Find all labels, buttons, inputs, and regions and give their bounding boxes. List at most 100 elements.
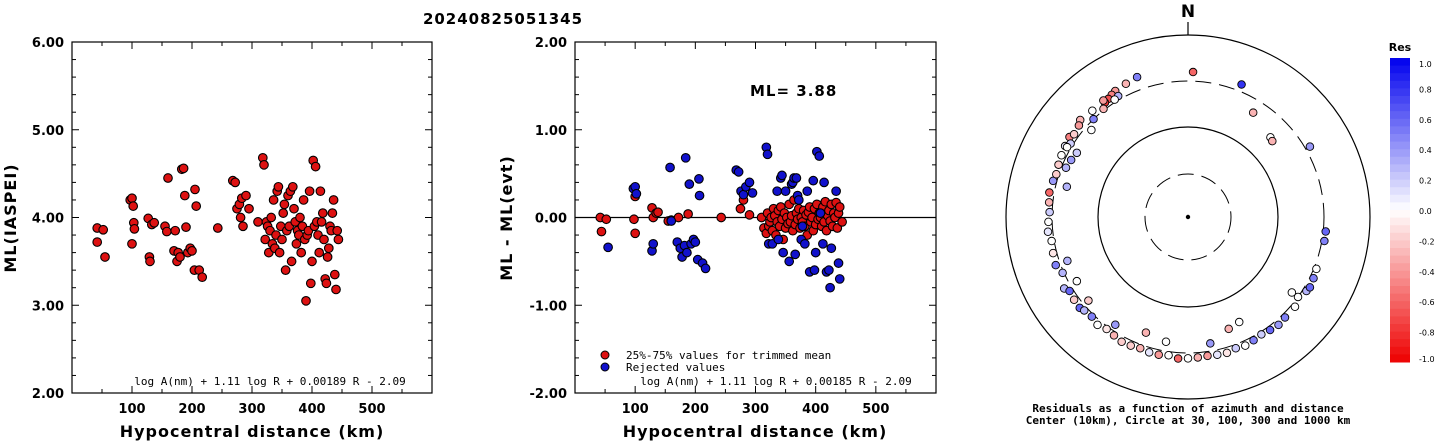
station-residual-point [1135,343,1145,353]
data-point [683,209,693,219]
colorbar-cell [1390,286,1410,295]
data-point [837,217,847,227]
station-residual-point [1045,207,1054,217]
data-point [799,238,810,249]
polar-center [1185,214,1191,220]
data-point [329,269,340,280]
station-residual-point [1048,176,1058,186]
station-residual-point [1044,198,1054,207]
station-residual-point [1117,337,1126,347]
colorbar-cell [1390,346,1410,355]
y-tick-label: 4.00 [32,212,64,227]
left-plot-frame [71,41,433,394]
station-residual-point [1061,163,1071,172]
station-residual-point [1320,236,1329,246]
data-point [793,195,804,205]
data-point [295,212,305,223]
colorbar-cell [1390,187,1410,196]
station-residual-point [1173,354,1183,363]
colorbar-cells [1390,58,1410,363]
colorbar-cell [1390,126,1410,135]
colorbar-tick-label: -1.0 [1419,355,1435,364]
data-point [253,217,263,227]
data-point [280,265,291,276]
circle-300km [1051,80,1325,354]
data-point [241,190,251,201]
data-point [331,284,341,295]
station-residual-point [1063,256,1072,266]
station-residual-point [1203,351,1212,361]
data-point [810,247,821,258]
y-tick-label: 3.00 [32,299,64,314]
data-point [694,174,704,184]
colorbar-tick-label: -0.8 [1419,329,1435,338]
data-point [834,274,845,284]
colorbar-cell [1390,65,1410,74]
data-point [310,161,321,172]
station-residual-point [1188,67,1198,77]
station-residual-point [1126,341,1135,350]
data-point [296,247,307,258]
station-residual-point [1293,292,1303,302]
data-point [266,212,277,223]
data-point [128,201,139,211]
station-residual-point [1099,96,1108,105]
data-point [797,221,808,232]
station-residual-point [1141,328,1151,337]
station-residual-point [1084,296,1093,305]
colorbar-cell [1390,240,1410,249]
data-point [791,173,802,183]
colorbar-cell [1390,316,1410,325]
colorbar-cell [1390,156,1410,165]
station-residual-point [1087,125,1096,135]
colorbar-cell [1390,255,1410,264]
data-point [747,188,758,198]
colorbar-cell [1390,210,1410,219]
middle-formula: log A(nm) + 1.11 log R + 0.00185 R - 2.0… [640,375,912,388]
data-point [170,225,181,236]
legend-label-trimmed: 25%-75% values for trimmed mean [626,349,831,362]
station-residual-point [1183,354,1193,363]
data-point [773,234,784,245]
station-residual-point [1237,80,1246,89]
colorbar-title: Res [1389,41,1412,54]
data-point [145,256,155,267]
data-point [244,203,254,214]
data-point [328,195,339,205]
colorbar-cell [1390,293,1410,302]
station-residual-point [1069,295,1079,304]
colorbar-cell [1390,331,1410,340]
station-residual-point [1206,339,1215,348]
station-residual-point [1231,343,1241,353]
data-point [631,188,642,199]
data-point [315,186,326,197]
x-tick-label: 200 [682,402,709,417]
data-point [777,170,787,181]
data-point [163,173,173,183]
colorbar-tick-label: 0.6 [1419,116,1432,125]
data-point [181,222,191,233]
data-point [629,214,639,225]
data-point [321,278,332,289]
data-point [648,238,659,249]
middle-xlabel: Hypocentral distance (km) [623,422,888,441]
data-point [814,151,825,161]
data-point [809,265,820,276]
data-point [161,226,172,237]
data-point [700,263,711,274]
data-point [322,252,333,262]
y-tick-label: -1.00 [530,299,567,314]
data-point [129,224,140,234]
colorbar-cell [1390,232,1410,241]
data-point [230,177,241,188]
colorbar-cell [1390,141,1410,150]
data-point [333,234,344,245]
station-residual-point [1062,142,1072,152]
data-point [738,189,749,200]
middle-axes: 100 200 300 400 500 -2.00 -1.00 0.00 1.00 2.00 [530,36,936,417]
station-residual-point [1087,312,1097,321]
station-residual-point [1265,325,1275,335]
colorbar-tick-label: 0.0 [1419,207,1432,216]
station-residual-point [1066,155,1076,165]
